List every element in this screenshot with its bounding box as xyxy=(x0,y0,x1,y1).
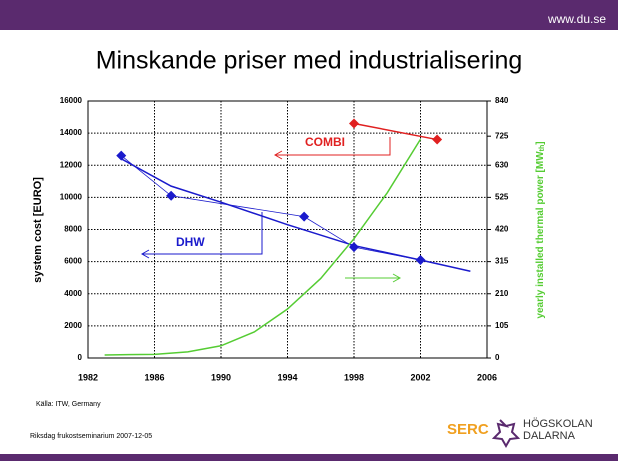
y2-tick-label: 840 xyxy=(495,96,509,105)
top-bar xyxy=(0,0,618,30)
y2-tick-label: 0 xyxy=(495,353,500,362)
y-tick-label: 0 xyxy=(78,353,83,362)
x-tick-label: 2006 xyxy=(477,372,497,382)
x-tick-label: 1990 xyxy=(211,372,231,382)
bottom-bar xyxy=(0,454,618,461)
x-tick-label: 2002 xyxy=(410,372,430,382)
marker xyxy=(432,134,443,145)
x-tick-label: 1998 xyxy=(344,372,364,382)
logo-serc: SERC xyxy=(447,421,489,438)
series-line xyxy=(353,122,438,141)
y-tick-label: 2000 xyxy=(64,321,82,330)
series-line xyxy=(120,158,471,272)
x-tick-label: 1994 xyxy=(277,372,297,382)
marker xyxy=(166,190,177,201)
logo-icon xyxy=(491,419,521,449)
y2-label-end: ] xyxy=(535,141,546,144)
annotation: COMBI xyxy=(305,135,345,149)
annotation-arrow xyxy=(140,212,263,259)
y2-tick-label: 525 xyxy=(495,192,509,201)
y2-label-sub: th xyxy=(539,145,546,152)
y2-label: yearly installed thermal power [MWth] xyxy=(535,141,546,318)
annotation-arrow xyxy=(345,273,402,283)
y-tick-label: 16000 xyxy=(60,96,83,105)
y-tick-label: 6000 xyxy=(64,257,82,266)
logo-hd2: DALARNA xyxy=(523,430,576,442)
source: Källa: ITW, Germany xyxy=(36,401,101,408)
y2-tick-label: 420 xyxy=(495,225,509,234)
y2-label-main: yearly installed thermal power [MW xyxy=(535,151,546,319)
site: www.du.se xyxy=(547,12,606,26)
annotation: DHW xyxy=(176,235,205,249)
series-line xyxy=(104,138,422,356)
y2-tick-label: 725 xyxy=(495,131,509,140)
annotation-arrow xyxy=(273,137,391,160)
y-label: system cost [EURO] xyxy=(32,177,44,283)
y-tick-label: 8000 xyxy=(64,225,82,234)
y2-tick-label: 630 xyxy=(495,160,509,169)
event: Riksdag frukostseminarium 2007-12-05 xyxy=(30,433,152,440)
x-tick-label: 1986 xyxy=(144,372,164,382)
y-tick-label: 4000 xyxy=(64,289,82,298)
x-tick-label: 1982 xyxy=(78,372,98,382)
y-tick-label: 14000 xyxy=(60,128,83,137)
y-tick-label: 12000 xyxy=(60,160,83,169)
marker xyxy=(116,150,127,161)
y2-tick-label: 210 xyxy=(495,289,509,298)
marker xyxy=(349,118,359,129)
y2-tick-label: 105 xyxy=(495,321,509,330)
chart-title: Minskande priser med industrialisering xyxy=(96,47,523,75)
marker xyxy=(299,211,310,222)
logo-hd1: HÖGSKOLAN xyxy=(523,418,593,430)
y-tick-label: 10000 xyxy=(60,192,83,201)
y2-tick-label: 315 xyxy=(495,257,509,266)
